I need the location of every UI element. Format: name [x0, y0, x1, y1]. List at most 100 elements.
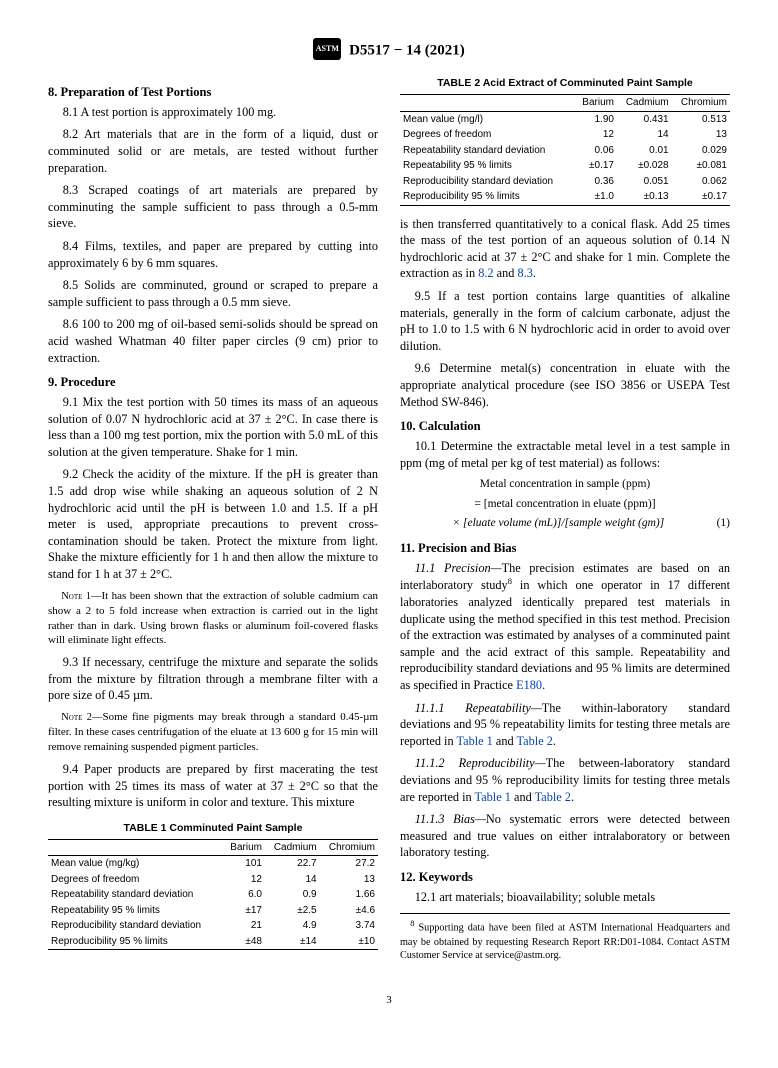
t1c: 101 [223, 856, 265, 872]
t1c: 1.66 [320, 887, 378, 903]
section-9-title: 9. Procedure [48, 374, 378, 391]
table-2-title: TABLE 2 Acid Extract of Comminuted Paint… [400, 76, 730, 90]
t1-h2: Cadmium [265, 839, 320, 856]
p1111-end: . [553, 734, 556, 748]
p-9-2: 9.2 Check the acidity of the mixture. If… [48, 466, 378, 582]
footnote-8-text: Supporting data have been filed at ASTM … [400, 923, 730, 962]
p1112-end: . [571, 790, 574, 804]
t1c: Repeatability standard deviation [48, 887, 223, 903]
t1c: ±14 [265, 934, 320, 950]
equation-l2: = [metal concentration in eluate (ppm)] [400, 497, 730, 513]
t2c: ±0.17 [575, 158, 617, 174]
link-table-1[interactable]: Table 1 [456, 734, 492, 748]
t2-h0 [400, 95, 575, 112]
p-9-5: 9.5 If a test portion contains large qua… [400, 288, 730, 354]
t2c: ±0.028 [617, 158, 672, 174]
t2c: Reproducibility standard deviation [400, 174, 575, 190]
t2c: 0.01 [617, 143, 672, 159]
p-8-2: 8.2 Art materials that are in the form o… [48, 126, 378, 176]
equation-l1: Metal concentration in sample (ppm) [400, 477, 730, 493]
t2c: 0.062 [672, 174, 730, 190]
p-9-3: 9.3 If necessary, centrifuge the mixture… [48, 654, 378, 704]
t1c: 13 [320, 872, 378, 888]
t2c: Repeatability standard deviation [400, 143, 575, 159]
p-9-6: 9.6 Determine metal(s) concentration in … [400, 360, 730, 410]
table-1-block: TABLE 1 Comminuted Paint Sample Barium C… [48, 821, 378, 951]
t2c: Reproducibility 95 % limits [400, 189, 575, 205]
p-11-1-1: 11.1.1 Repeatability—The within-laborato… [400, 700, 730, 750]
eq-number: (1) [717, 516, 730, 532]
t1c: 22.7 [265, 856, 320, 872]
link-e180[interactable]: E180 [516, 678, 542, 692]
t1c: 14 [265, 872, 320, 888]
t2c: 14 [617, 127, 672, 143]
p94b-a: is then transferred quantitatively to a … [400, 217, 730, 281]
t1c: 27.2 [320, 856, 378, 872]
t1c: ±4.6 [320, 903, 378, 919]
t2c: ±0.081 [672, 158, 730, 174]
t1c: 12 [223, 872, 265, 888]
t2c: 13 [672, 127, 730, 143]
footnote-8: 8 Supporting data have been filed at AST… [400, 913, 730, 963]
p-9-4: 9.4 Paper products are prepared by first… [48, 761, 378, 811]
t2c: Mean value (mg/l) [400, 111, 575, 127]
link-8-2[interactable]: 8.2 [478, 266, 493, 280]
t1c: ±17 [223, 903, 265, 919]
t1c: 6.0 [223, 887, 265, 903]
t1c: 3.74 [320, 918, 378, 934]
table-1-title: TABLE 1 Comminuted Paint Sample [48, 821, 378, 835]
section-10-title: 10. Calculation [400, 418, 730, 435]
t2c: 0.513 [672, 111, 730, 127]
equation-l3: × [eluate volume (mL)]/[sample weight (g… [400, 516, 730, 532]
t1c: Mean value (mg/kg) [48, 856, 223, 872]
t1c: 0.9 [265, 887, 320, 903]
p1113-label: 11.1.3 Bias— [415, 812, 486, 826]
t2-h3: Chromium [672, 95, 730, 112]
link-8-3[interactable]: 8.3 [517, 266, 532, 280]
note-2: Note 2—Some fine pigments may break thro… [48, 710, 378, 755]
t2c: 0.06 [575, 143, 617, 159]
t2c: ±1.0 [575, 189, 617, 205]
p-10-1: 10.1 Determine the extractable metal lev… [400, 438, 730, 471]
t2c: Degrees of freedom [400, 127, 575, 143]
t2c: 12 [575, 127, 617, 143]
t2c: 0.431 [617, 111, 672, 127]
t1-h0 [48, 839, 223, 856]
t1-h1: Barium [223, 839, 265, 856]
t1c: Degrees of freedom [48, 872, 223, 888]
doc-number: D5517 − 14 (2021) [349, 42, 465, 58]
p-8-5: 8.5 Solids are comminuted, ground or scr… [48, 277, 378, 310]
eq-body: × [eluate volume (mL)]/[sample weight (g… [452, 517, 664, 529]
t1c: 4.9 [265, 918, 320, 934]
t2c: 0.36 [575, 174, 617, 190]
p-11-1-2: 11.1.2 Reproducibility—The between-labor… [400, 755, 730, 805]
p-11-1: 11.1 Precision—The precision estimates a… [400, 560, 730, 694]
p-8-6: 8.6 100 to 200 mg of oil-based semi-soli… [48, 316, 378, 366]
t1c: ±48 [223, 934, 265, 950]
p1111-mid: and [493, 734, 517, 748]
p-12-1: 12.1 art materials; bioavailability; sol… [400, 889, 730, 906]
t2c: ±0.13 [617, 189, 672, 205]
p94b-end: . [533, 266, 536, 280]
note-1: Note 1—It has been shown that the extrac… [48, 589, 378, 649]
section-11-title: 11. Precision and Bias [400, 540, 730, 557]
t2c: Repeatability 95 % limits [400, 158, 575, 174]
table-2: Barium Cadmium Chromium Mean value (mg/l… [400, 94, 730, 206]
p1112-mid: and [511, 790, 535, 804]
p111-d: . [542, 678, 545, 692]
link-table-2b[interactable]: Table 2 [535, 790, 571, 804]
p94b-mid: and [494, 266, 518, 280]
t1c: 21 [223, 918, 265, 934]
link-table-2[interactable]: Table 2 [517, 734, 553, 748]
table-2-block: TABLE 2 Acid Extract of Comminuted Paint… [400, 76, 730, 206]
p-8-4: 8.4 Films, textiles, and paper are prepa… [48, 238, 378, 271]
section-12-title: 12. Keywords [400, 869, 730, 886]
p-9-4-cont: is then transferred quantitatively to a … [400, 216, 730, 282]
link-table-1b[interactable]: Table 1 [475, 790, 511, 804]
t1c: ±2.5 [265, 903, 320, 919]
t1c: Reproducibility standard deviation [48, 918, 223, 934]
p-8-1: 8.1 A test portion is approximately 100 … [48, 104, 378, 121]
astm-logo: ASTM [313, 38, 341, 60]
p-8-3: 8.3 Scraped coatings of art materials ar… [48, 182, 378, 232]
section-8-title: 8. Preparation of Test Portions [48, 84, 378, 101]
